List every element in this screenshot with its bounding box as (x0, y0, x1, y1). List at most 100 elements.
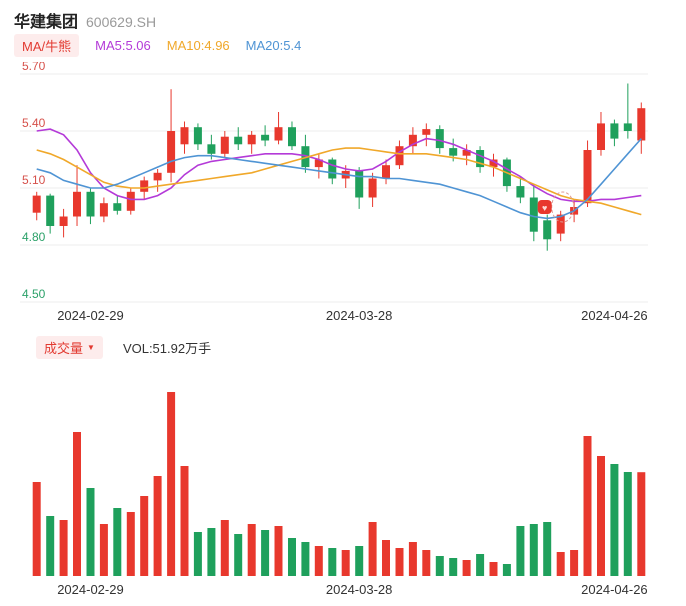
candle (637, 108, 646, 141)
volume-bar (341, 550, 350, 576)
candle (301, 146, 310, 168)
volume-bar (140, 496, 149, 576)
volume-bar (476, 554, 485, 576)
volume-bar (462, 560, 471, 576)
ma10-value: MA10:4.96 (166, 38, 230, 53)
candle (59, 216, 68, 226)
ma-mode-badge[interactable]: MA/牛熊 (14, 34, 80, 57)
ma20-value: MA20:5.4 (245, 38, 302, 53)
volume-header: 成交量 ▼ VOL:51.92万手 (36, 336, 211, 359)
candle (32, 195, 41, 213)
volume-bar (99, 524, 108, 576)
y-axis-price-label: 5.70 (22, 62, 46, 73)
ma-line-MA20 (36, 138, 642, 220)
volume-bar (355, 546, 364, 576)
volume-bar (220, 520, 229, 576)
stock-code: 600629.SH (86, 14, 157, 30)
volume-bar (435, 556, 444, 576)
volume-bars (32, 392, 646, 576)
candles (32, 83, 646, 251)
y-axis-price-label: 5.40 (22, 116, 46, 130)
candle (449, 148, 458, 156)
candle (623, 123, 632, 131)
volume-bar (529, 524, 538, 576)
candle (489, 159, 498, 168)
candlestick-chart[interactable]: 5.70 5.40 5.10 4.80 4.50 ♥ (0, 62, 686, 312)
candle (73, 191, 81, 217)
candle (140, 180, 149, 192)
ma5-value: MA5:5.06 (95, 38, 151, 53)
candle (476, 150, 485, 168)
candle (261, 134, 270, 141)
x-axis-date-label: 2024-02-29 (57, 582, 124, 597)
x-axis-date-label: 2024-03-28 (325, 308, 393, 323)
volume-bar (86, 488, 95, 576)
ma-line-MA5 (36, 128, 642, 203)
volume-bar (395, 548, 404, 576)
volume-bar (73, 432, 81, 576)
candle (274, 127, 283, 141)
volume-bar (382, 540, 390, 576)
heart-icon: ♥ (542, 203, 547, 213)
candle (435, 129, 444, 149)
volume-bar (543, 522, 552, 576)
volume-bar (583, 436, 592, 576)
volume-bar (368, 522, 377, 576)
volume-bar (274, 526, 283, 576)
marker-badge-icon (537, 200, 552, 214)
chevron-down-icon: ▼ (87, 342, 95, 352)
ma-legend: MA/牛熊 MA5:5.06 MA10:4.96 MA20:5.4 (14, 34, 301, 57)
volume-bar (46, 516, 55, 576)
candle (193, 127, 202, 145)
volume-bar (288, 538, 296, 576)
candle (543, 220, 552, 240)
header: 华建集团 600629.SH (14, 8, 156, 32)
volume-bar (314, 546, 323, 576)
volume-bar (234, 534, 243, 576)
stock-name: 华建集团 (14, 14, 79, 31)
candle (46, 195, 55, 226)
x-axis-date-label: 2024-02-29 (57, 308, 124, 323)
volume-chart[interactable] (0, 366, 686, 580)
volume-bar (556, 552, 565, 576)
candle (462, 150, 471, 156)
volume-bar (570, 550, 579, 576)
volume-bar (516, 526, 525, 576)
candle (395, 146, 404, 166)
volume-dropdown[interactable]: 成交量 ▼ (36, 336, 103, 359)
volume-bar (502, 564, 511, 576)
candle (288, 127, 296, 147)
candle (207, 144, 216, 154)
candle (516, 186, 525, 198)
bull-bear-marker[interactable]: ♥ (537, 191, 575, 223)
volume-bar (328, 548, 337, 576)
candle (234, 136, 243, 145)
volume-bar (247, 524, 256, 576)
volume-bar (408, 542, 417, 576)
volume-bar (113, 508, 122, 576)
candle (382, 165, 390, 179)
candle (153, 172, 162, 181)
x-axis-date-label: 2024-04-26 (581, 308, 648, 323)
candle (422, 129, 431, 135)
candle (99, 203, 108, 217)
candle (355, 170, 364, 198)
x-axis-date-label: 2024-03-28 (325, 582, 393, 597)
price-gridlines: 5.70 5.40 5.10 4.80 4.50 (20, 62, 648, 303)
candle (597, 123, 605, 150)
x-axis-date-label: 2024-04-26 (581, 582, 648, 597)
ma-line-MA10 (36, 147, 642, 216)
volume-bar (59, 520, 68, 576)
volume-dropdown-label: 成交量 (44, 341, 84, 356)
volume-bar (32, 482, 41, 576)
y-axis-price-label: 5.10 (22, 173, 46, 187)
candle (180, 127, 189, 145)
volume-bar (193, 532, 202, 576)
volume-value: VOL:51.92万手 (122, 341, 212, 356)
volume-bar (180, 466, 189, 576)
candle (220, 136, 229, 154)
volume-bar (207, 528, 216, 576)
candle (610, 123, 619, 139)
volume-bar (126, 512, 135, 576)
